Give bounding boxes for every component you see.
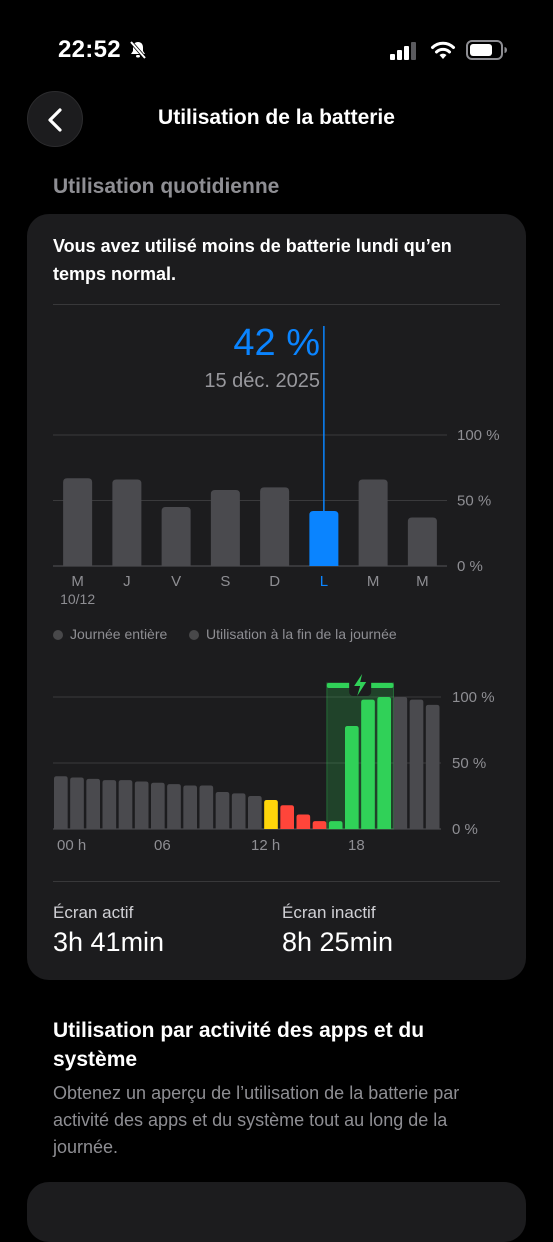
screen-off-value: 8h 25min <box>282 927 394 957</box>
bar <box>151 782 165 829</box>
legend-end-of-day: Utilisation à la fin de la journée <box>189 626 397 642</box>
x-tick-label: 00 h <box>57 837 86 854</box>
bar <box>199 785 214 829</box>
bar <box>312 821 327 829</box>
bar <box>358 479 388 566</box>
x-tick-label: J <box>123 573 131 590</box>
wifi-icon <box>431 41 455 59</box>
screen-on-label: Écran actif <box>53 903 134 922</box>
bar <box>296 814 311 829</box>
lightning-icon <box>354 674 367 696</box>
bar <box>161 507 191 566</box>
bar <box>309 510 339 566</box>
daily-battery-chart[interactable]: 100 %50 %0 %M10/12J V S D L M M <box>0 300 553 620</box>
app-activity-description: Obtenez un aperçu de l’utilisation de la… <box>53 1083 460 1157</box>
divider <box>53 881 500 882</box>
y-tick-label: 50 % <box>452 755 486 772</box>
x-tick-label: V <box>171 573 181 590</box>
selected-percent: 42 % <box>233 322 320 364</box>
page-title: Utilisation de la batterie <box>158 106 395 129</box>
back-button[interactable] <box>27 91 83 147</box>
screen-off-label: Écran inactif <box>282 903 376 922</box>
bar <box>231 793 246 829</box>
bar <box>215 792 230 829</box>
bar <box>54 776 68 829</box>
x-tick-label: S <box>220 573 230 590</box>
battery-icon <box>466 40 507 60</box>
y-tick-label: 0 % <box>457 558 483 575</box>
bar <box>134 781 149 829</box>
y-tick-label: 100 % <box>457 427 500 444</box>
legend-dot <box>53 630 63 640</box>
x-tick-label: D <box>269 573 280 590</box>
bell-slash-icon <box>129 40 147 60</box>
bar <box>167 784 181 829</box>
bar <box>248 796 262 829</box>
section-title: Utilisation quotidienne <box>53 175 280 198</box>
bar <box>102 780 117 829</box>
app-activity-card[interactable] <box>27 1182 526 1242</box>
bar <box>328 821 343 829</box>
x-tick-label: M <box>416 573 429 590</box>
x-tick-label: 12 h <box>251 837 280 854</box>
divider <box>53 304 500 305</box>
x-tick-label: M <box>71 573 84 590</box>
app-activity-title: Utilisation par activité des apps et du … <box>53 1019 425 1071</box>
bar <box>264 799 278 829</box>
chevron-left-icon <box>48 108 62 132</box>
legend-dot <box>189 630 199 640</box>
legend-full-day-label: Journée entière <box>70 626 168 642</box>
bar <box>425 704 440 829</box>
y-tick-label: 100 % <box>452 689 495 706</box>
bar <box>183 785 197 829</box>
bar <box>280 805 294 829</box>
cellular-signal-icon <box>390 42 416 60</box>
bar <box>63 478 93 566</box>
status-time: 22:52 <box>58 36 121 63</box>
x-tick-sublabel: 10/12 <box>60 591 95 607</box>
bar <box>345 726 359 829</box>
legend-end-of-day-label: Utilisation à la fin de la journée <box>206 626 397 642</box>
x-tick-label: 18 <box>348 837 365 854</box>
usage-message: Vous avez utilisé moins de batterie lund… <box>53 236 452 284</box>
bar <box>377 697 391 829</box>
bar <box>260 487 290 566</box>
bar <box>86 778 100 829</box>
x-tick-label: 06 <box>154 837 171 854</box>
selected-date: 15 déc. 2025 <box>204 370 320 392</box>
bar <box>393 697 408 829</box>
bar <box>409 699 424 829</box>
bar <box>118 780 133 829</box>
hourly-battery-chart[interactable]: 100 % 50 % 0 % 00 h 06 12 h 18 <box>0 660 553 860</box>
bar <box>210 490 240 566</box>
x-tick-label: L <box>320 573 328 590</box>
bar <box>112 479 142 566</box>
bar <box>361 699 375 829</box>
legend-full-day: Journée entière <box>53 626 167 642</box>
bar <box>407 517 437 566</box>
y-tick-label: 0 % <box>452 821 478 838</box>
bar <box>70 777 84 829</box>
screen-on-value: 3h 41min <box>53 927 165 957</box>
y-tick-label: 50 % <box>457 493 491 510</box>
daily-usage-card <box>27 214 526 980</box>
x-tick-label: M <box>367 573 380 590</box>
